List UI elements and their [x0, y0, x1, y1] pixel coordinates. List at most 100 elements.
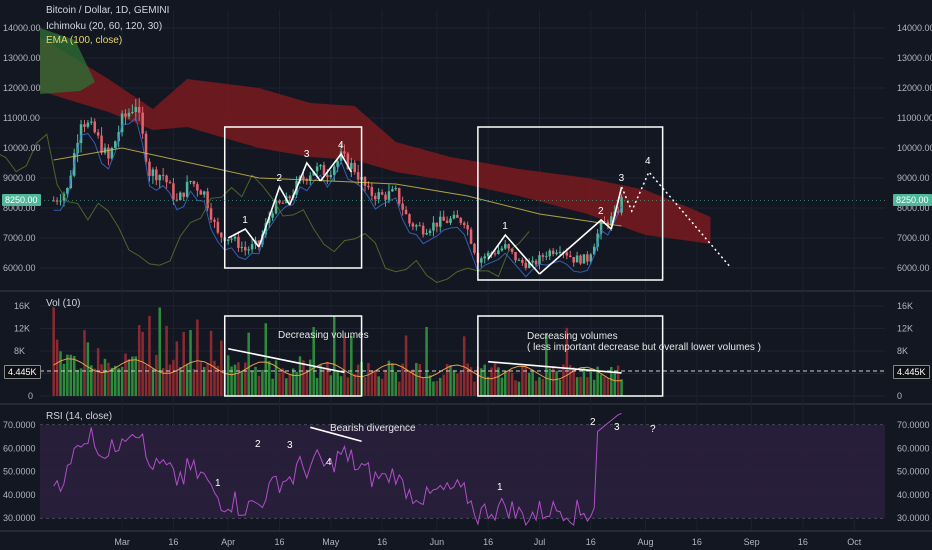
- pattern-box: [477, 126, 664, 281]
- time-tick-label: 16: [798, 537, 808, 547]
- rsi-wave-label: 2: [255, 439, 261, 450]
- volume-bar: [575, 377, 579, 396]
- candle-body: [59, 200, 62, 202]
- volume-bar: [114, 365, 117, 396]
- candle-body: [322, 164, 326, 176]
- candle-body: [569, 255, 572, 257]
- candle-body: [155, 169, 158, 181]
- volume-bar: [332, 316, 336, 396]
- volume-bar: [589, 368, 593, 396]
- candle-body: [134, 106, 138, 112]
- time-tick-label: Apr: [221, 537, 235, 547]
- candle-body: [257, 240, 261, 245]
- candle-body: [278, 200, 281, 203]
- volume-bar: [151, 368, 155, 396]
- volume-bar: [377, 376, 380, 396]
- rsi-wave-label: 3: [614, 422, 620, 433]
- volume-bar: [267, 361, 271, 396]
- ichimoku-lagging-span: [0, 133, 530, 283]
- candle-body: [589, 254, 593, 262]
- volume-bar: [206, 363, 209, 396]
- candle-body: [107, 147, 110, 159]
- ema-100-line: [53, 147, 622, 227]
- volume-bar: [572, 367, 575, 396]
- wave-line: [258, 185, 291, 248]
- volume-bar: [507, 371, 510, 396]
- volume-tick-label-left: 8K: [14, 346, 25, 356]
- candle-body: [456, 214, 459, 218]
- time-tick-label: 16: [586, 537, 596, 547]
- volume-bar: [545, 332, 548, 396]
- volume-bar: [83, 330, 86, 396]
- candle-body: [404, 209, 408, 215]
- price-tick-label-left: 12000.00: [3, 83, 41, 93]
- candle-body: [524, 262, 528, 268]
- rsi-pane: Bearish divergence 1 2 3 4 1 2 3?: [40, 412, 885, 527]
- candle-body: [408, 214, 411, 224]
- candle-body: [131, 111, 134, 113]
- volume-bar: [531, 370, 534, 396]
- candle-body: [527, 262, 531, 268]
- ema-legend[interactable]: EMA (100, close): [46, 35, 123, 46]
- candle-body: [93, 121, 96, 133]
- candle-body: [363, 177, 367, 186]
- volume-bar: [62, 363, 66, 396]
- volume-bar: [599, 374, 603, 396]
- candle-body: [555, 252, 558, 255]
- candle-body: [616, 211, 620, 213]
- candle-body: [55, 200, 59, 202]
- price-tick-label-left: 6000.00: [3, 263, 36, 273]
- volume-tick-label-right: 12K: [897, 324, 913, 334]
- volume-bar: [298, 356, 302, 396]
- candle-body: [226, 239, 230, 241]
- volume-bar: [315, 377, 319, 396]
- volume-bar: [565, 327, 569, 396]
- price-tick-label-right: 6000.00: [897, 263, 930, 273]
- candle-body: [137, 106, 141, 113]
- candle-body: [565, 252, 569, 256]
- volume-bar: [302, 360, 305, 396]
- candle-body: [586, 254, 589, 262]
- volume-legend[interactable]: Vol (10): [46, 298, 81, 309]
- candle-body: [124, 113, 127, 117]
- candle-body: [62, 193, 66, 201]
- rsi-tick-label-right: 30.0000: [897, 513, 930, 523]
- candle-body: [439, 216, 442, 227]
- volume-bar: [421, 377, 425, 396]
- rsi-wave-label: 4: [326, 457, 332, 468]
- volume-box: [223, 315, 363, 397]
- volume-bar: [254, 366, 257, 396]
- volume-bar: [469, 367, 473, 396]
- candle-body: [551, 250, 555, 255]
- volume-bar: [110, 367, 114, 396]
- ichimoku-legend[interactable]: Ichimoku (20, 60, 120, 30): [46, 21, 163, 32]
- wave-label: 2: [276, 173, 282, 184]
- price-tag-right: 8250.00: [893, 194, 932, 206]
- price-tick-label-left: 11000.00: [3, 113, 40, 123]
- volume-bar: [391, 363, 394, 396]
- volume-bar: [500, 377, 504, 396]
- volume-bar: [439, 377, 442, 396]
- symbol-title: Bitcoin / Dollar, 1D, GEMINI: [46, 5, 170, 16]
- volume-bar: [230, 366, 233, 396]
- rsi-tick-label-right: 40.0000: [897, 490, 930, 500]
- candle-body: [473, 243, 476, 253]
- wave-line: [538, 218, 612, 275]
- volume-bar: [271, 378, 274, 396]
- candle-body: [387, 191, 391, 200]
- candle-body: [350, 162, 353, 169]
- volume-bar: [480, 368, 483, 396]
- volume-bar: [384, 369, 387, 396]
- volume-bar: [514, 380, 517, 396]
- candle-body: [620, 196, 623, 213]
- volume-bar: [168, 364, 172, 396]
- volume-bar: [397, 381, 401, 396]
- volume-box: [477, 315, 664, 397]
- volume-bar: [415, 362, 418, 396]
- candle-body: [480, 258, 483, 263]
- price-tick-label-right: 12000.00: [897, 83, 932, 93]
- candle-body: [507, 244, 510, 249]
- rsi-legend[interactable]: RSI (14, close): [46, 411, 113, 422]
- wave-line: [319, 152, 352, 182]
